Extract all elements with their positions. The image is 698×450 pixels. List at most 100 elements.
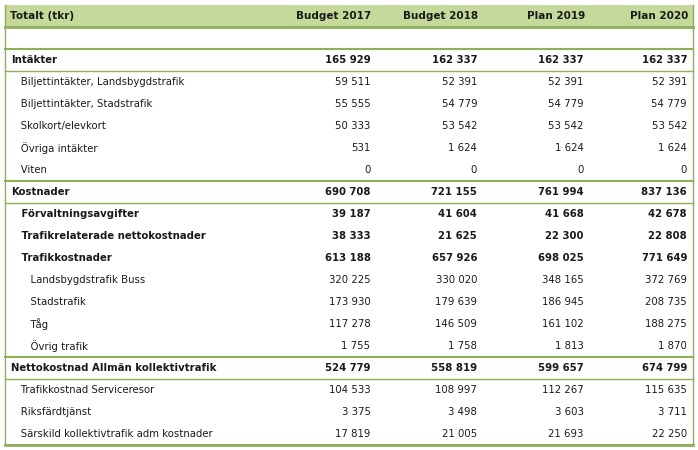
Text: 3 711: 3 711 (658, 407, 687, 417)
Text: 3 375: 3 375 (341, 407, 371, 417)
Text: Stadstrafik: Stadstrafik (11, 297, 86, 307)
Text: 54 779: 54 779 (442, 99, 477, 109)
Text: 22 808: 22 808 (648, 231, 687, 241)
Text: Budget 2017: Budget 2017 (296, 11, 371, 21)
Text: 38 333: 38 333 (332, 231, 371, 241)
Text: Plan 2020: Plan 2020 (630, 11, 688, 21)
Text: 558 819: 558 819 (431, 363, 477, 373)
Text: Förvaltningsavgifter: Förvaltningsavgifter (11, 209, 139, 219)
Text: 0: 0 (577, 165, 584, 175)
Text: Trafikkostnader: Trafikkostnader (11, 253, 112, 263)
Text: 41 668: 41 668 (545, 209, 584, 219)
Bar (5, 423, 693, 445)
Bar (5, 445, 693, 450)
Text: 50 333: 50 333 (335, 121, 371, 131)
Text: 21 005: 21 005 (442, 429, 477, 439)
Bar (5, 5, 693, 27)
Text: 54 779: 54 779 (548, 99, 584, 109)
Text: 721 155: 721 155 (431, 187, 477, 197)
Bar (5, 313, 693, 335)
Text: Övriga intäkter: Övriga intäkter (11, 142, 98, 154)
Text: 108 997: 108 997 (436, 385, 477, 395)
Text: Skolkort/elevkort: Skolkort/elevkort (11, 121, 106, 131)
Text: 3 603: 3 603 (555, 407, 584, 417)
Text: 0: 0 (681, 165, 687, 175)
Text: 17 819: 17 819 (335, 429, 371, 439)
Bar (5, 357, 693, 379)
Text: 104 533: 104 533 (329, 385, 371, 395)
Text: 162 337: 162 337 (538, 55, 584, 65)
Bar (5, 115, 693, 137)
Text: 21 693: 21 693 (549, 429, 584, 439)
Bar (5, 71, 693, 93)
Text: 112 267: 112 267 (542, 385, 584, 395)
Bar (5, 379, 693, 401)
Text: 657 926: 657 926 (431, 253, 477, 263)
Text: 1 813: 1 813 (555, 341, 584, 351)
Text: 531: 531 (351, 143, 371, 153)
Text: 179 639: 179 639 (435, 297, 477, 307)
Text: 52 391: 52 391 (549, 77, 584, 87)
Text: 39 187: 39 187 (332, 209, 371, 219)
Text: 41 604: 41 604 (438, 209, 477, 219)
Text: 53 542: 53 542 (442, 121, 477, 131)
Text: 186 945: 186 945 (542, 297, 584, 307)
Text: Biljettintäkter, Stadstrafik: Biljettintäkter, Stadstrafik (11, 99, 152, 109)
Bar (5, 401, 693, 423)
Text: 690 708: 690 708 (325, 187, 371, 197)
Text: 117 278: 117 278 (329, 319, 371, 329)
Text: Plan 2019: Plan 2019 (526, 11, 585, 21)
Text: 613 188: 613 188 (325, 253, 371, 263)
Text: 674 799: 674 799 (641, 363, 687, 373)
Bar (5, 49, 693, 71)
Text: 53 542: 53 542 (652, 121, 687, 131)
Text: 330 020: 330 020 (436, 275, 477, 285)
Text: Biljettintäkter, Landsbygdstrafik: Biljettintäkter, Landsbygdstrafik (11, 77, 184, 87)
Text: 22 300: 22 300 (545, 231, 584, 241)
Text: 837 136: 837 136 (641, 187, 687, 197)
Bar (5, 137, 693, 159)
Text: 320 225: 320 225 (329, 275, 371, 285)
Text: 1 624: 1 624 (448, 143, 477, 153)
Bar (5, 225, 693, 247)
Text: 208 735: 208 735 (645, 297, 687, 307)
Text: 115 635: 115 635 (645, 385, 687, 395)
Text: 0: 0 (364, 165, 371, 175)
Text: 698 025: 698 025 (538, 253, 584, 263)
Bar (5, 93, 693, 115)
Text: 146 509: 146 509 (436, 319, 477, 329)
Text: 1 758: 1 758 (448, 341, 477, 351)
Text: 52 391: 52 391 (442, 77, 477, 87)
Text: 1 755: 1 755 (341, 341, 371, 351)
Text: 59 511: 59 511 (335, 77, 371, 87)
Text: 53 542: 53 542 (549, 121, 584, 131)
Text: Trafikkostnad Serviceresor: Trafikkostnad Serviceresor (11, 385, 154, 395)
Text: Totalt (tkr): Totalt (tkr) (10, 11, 74, 21)
Text: 1 870: 1 870 (658, 341, 687, 351)
Text: Kostnader: Kostnader (11, 187, 70, 197)
Bar (5, 247, 693, 269)
Bar (5, 335, 693, 357)
Text: 1 624: 1 624 (658, 143, 687, 153)
Bar (5, 269, 693, 291)
Text: 761 994: 761 994 (538, 187, 584, 197)
Text: 52 391: 52 391 (652, 77, 687, 87)
Text: 348 165: 348 165 (542, 275, 584, 285)
Text: 54 779: 54 779 (651, 99, 687, 109)
Text: 22 250: 22 250 (652, 429, 687, 439)
Text: 162 337: 162 337 (431, 55, 477, 65)
Text: Budget 2018: Budget 2018 (403, 11, 478, 21)
Text: 3 498: 3 498 (448, 407, 477, 417)
Text: 162 337: 162 337 (641, 55, 687, 65)
Text: 55 555: 55 555 (335, 99, 371, 109)
Text: 1 624: 1 624 (555, 143, 584, 153)
Bar (5, 181, 693, 203)
Text: Särskild kollektivtrafik adm kostnader: Särskild kollektivtrafik adm kostnader (11, 429, 213, 439)
Bar (5, 291, 693, 313)
Text: 173 930: 173 930 (329, 297, 371, 307)
Text: Tåg: Tåg (11, 318, 48, 330)
Text: 372 769: 372 769 (645, 275, 687, 285)
Text: Landsbygdstrafik Buss: Landsbygdstrafik Buss (11, 275, 145, 285)
Text: Viten: Viten (11, 165, 47, 175)
Text: Övrig trafik: Övrig trafik (11, 340, 88, 352)
